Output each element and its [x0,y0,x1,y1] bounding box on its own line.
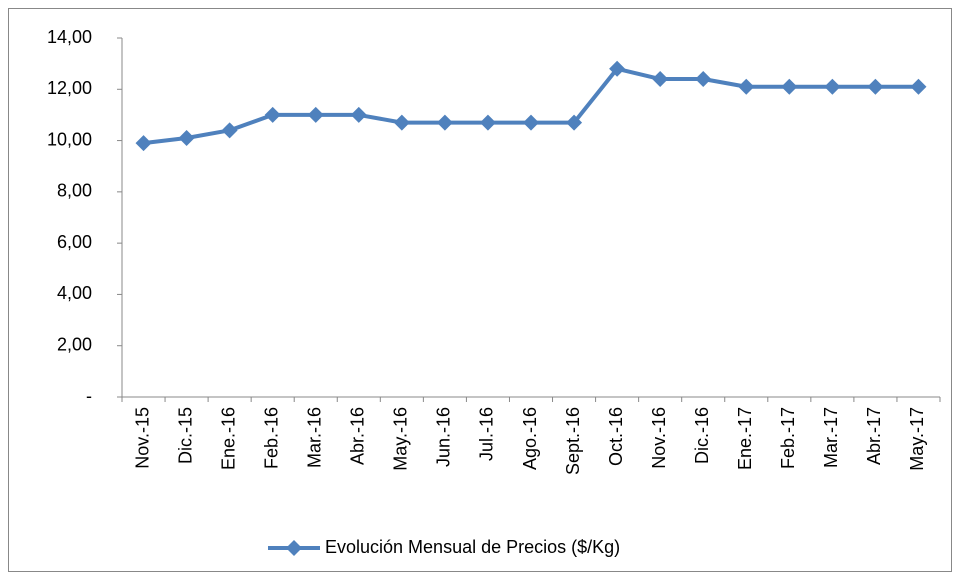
point-marker [566,114,583,131]
x-tick-label: Mar.-16 [304,407,324,468]
point-marker [479,114,496,131]
x-tick-label: Abr.-17 [864,407,884,465]
point-marker [781,78,798,95]
point-marker [738,78,755,95]
point-marker [652,71,669,88]
y-tick-label: 12,00 [47,78,92,98]
point-marker [221,122,238,139]
point-marker [264,106,281,123]
point-marker [178,130,195,147]
x-tick-label: Ene.-17 [735,407,755,470]
point-marker [523,114,539,131]
x-tick-label: Abr.-16 [348,407,368,465]
point-marker [436,114,453,131]
x-tick-label: Oct.-16 [606,407,626,466]
x-tick-label: Nov.-16 [649,407,669,469]
y-tick-label: 14,00 [47,27,92,47]
point-marker [393,114,410,131]
x-tick-label: Dic.-16 [692,407,712,464]
y-tick-label: 2,00 [57,334,92,354]
x-tick-label: Nov.-15 [132,407,152,469]
x-tick-label: Ago.-16 [520,407,540,470]
chart-border [8,8,952,572]
point-marker [135,135,152,152]
x-tick-label: Ene.-16 [218,407,238,470]
legend-label: Evolución Mensual de Precios ($/Kg) [325,537,620,557]
x-tick-label: Jul.-16 [477,407,497,461]
x-tick-label: Dic.-15 [175,407,195,464]
y-tick-label: 4,00 [57,283,92,303]
legend-marker [286,540,302,556]
x-tick-label: Mar.-17 [821,407,841,468]
point-marker [350,106,367,123]
point-marker [867,78,884,95]
y-tick-label: - [86,386,92,406]
point-marker [307,106,324,123]
point-marker [609,60,626,77]
y-tick-label: 10,00 [47,129,92,149]
x-tick-label: May.-17 [907,407,927,471]
y-tick-label: 8,00 [57,181,92,201]
point-marker [910,78,927,95]
x-tick-label: Feb.-16 [261,407,281,469]
point-marker [695,71,712,88]
point-marker [824,78,841,95]
x-tick-label: May.-16 [391,407,411,471]
y-tick-label: 6,00 [57,232,92,252]
x-tick-label: Jun.-16 [434,407,454,467]
x-tick-label: Feb.-17 [778,407,798,469]
x-tick-label: Sept.-16 [563,407,583,475]
